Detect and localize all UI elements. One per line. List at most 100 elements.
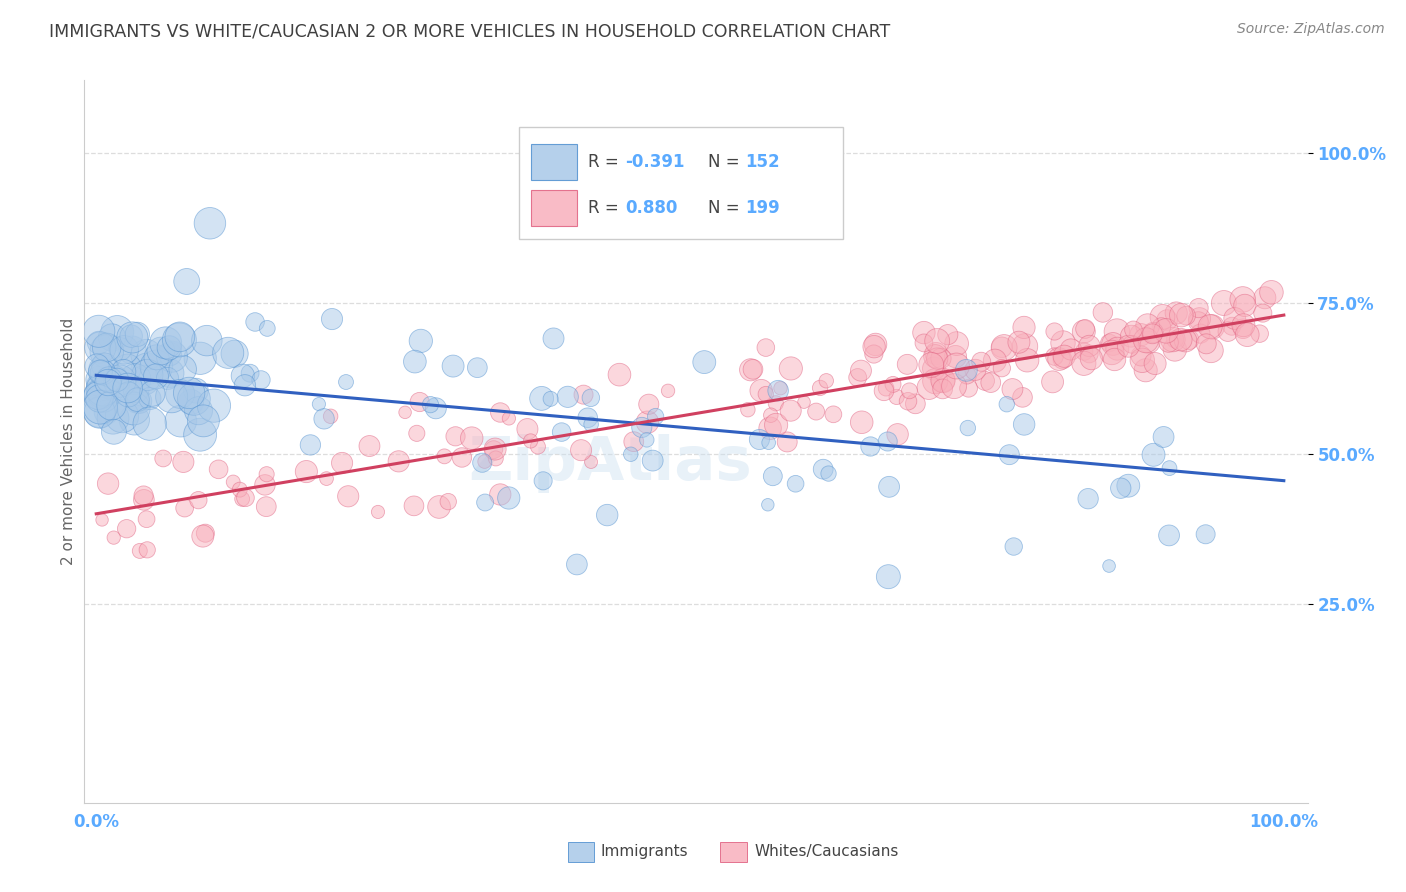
Point — [87, 387, 110, 401]
Point — [295, 465, 318, 479]
Point — [408, 395, 430, 409]
Point — [433, 450, 456, 464]
Point — [530, 392, 553, 406]
Point — [367, 505, 389, 519]
Text: Whites/Caucasians: Whites/Caucasians — [755, 845, 898, 859]
Point — [779, 361, 801, 376]
Point — [91, 385, 114, 400]
Point — [105, 373, 128, 387]
Point — [1137, 335, 1160, 350]
Point — [918, 380, 941, 394]
Point — [156, 371, 179, 385]
Point — [89, 404, 111, 418]
Point — [543, 331, 565, 345]
Point — [579, 391, 602, 405]
Point — [467, 360, 489, 375]
Point — [135, 348, 157, 362]
Point — [112, 365, 135, 379]
Point — [925, 346, 948, 360]
Point — [1216, 325, 1239, 339]
Point — [1175, 309, 1198, 323]
Point — [765, 396, 787, 410]
Point — [1073, 325, 1095, 339]
Point — [758, 435, 780, 450]
Point — [330, 456, 353, 470]
Point — [359, 439, 381, 453]
Point — [108, 342, 131, 356]
Point — [1012, 320, 1035, 334]
Point — [1166, 306, 1188, 320]
Point — [637, 397, 659, 411]
Point — [1053, 349, 1076, 363]
Point — [1199, 319, 1222, 334]
Point — [896, 357, 918, 371]
Text: 0.880: 0.880 — [626, 199, 678, 217]
Point — [1078, 347, 1101, 361]
Point — [484, 442, 506, 456]
Point — [579, 417, 602, 432]
Point — [876, 434, 898, 449]
Point — [693, 355, 716, 369]
Point — [125, 383, 148, 397]
Point — [173, 501, 195, 516]
Point — [1174, 334, 1197, 348]
Point — [1156, 313, 1178, 327]
FancyBboxPatch shape — [531, 144, 578, 180]
Point — [945, 336, 967, 351]
Point — [419, 398, 441, 412]
Point — [1232, 293, 1254, 307]
Text: 152: 152 — [745, 153, 779, 171]
Point — [970, 355, 993, 369]
Point — [170, 414, 193, 428]
Point — [765, 417, 787, 432]
Point — [817, 467, 839, 481]
Point — [755, 387, 778, 401]
FancyBboxPatch shape — [720, 842, 748, 862]
Point — [87, 324, 110, 338]
Point — [482, 442, 505, 457]
Point — [437, 494, 460, 508]
Point — [141, 386, 163, 401]
Point — [172, 362, 194, 376]
Point — [569, 443, 592, 458]
Point — [1001, 382, 1024, 396]
Point — [1002, 540, 1025, 554]
Point — [766, 384, 789, 398]
Y-axis label: 2 or more Vehicles in Household: 2 or more Vehicles in Household — [60, 318, 76, 566]
Point — [1104, 352, 1126, 367]
Point — [873, 384, 896, 398]
Point — [965, 363, 987, 377]
Point — [184, 384, 207, 398]
Point — [1254, 291, 1277, 305]
Point — [335, 375, 357, 389]
Point — [235, 491, 257, 505]
Point — [91, 382, 114, 396]
Point — [620, 447, 643, 461]
Point — [233, 378, 256, 392]
Point — [1170, 308, 1192, 322]
Point — [609, 368, 631, 382]
Point — [1142, 448, 1164, 462]
Point — [1098, 335, 1121, 350]
Point — [124, 372, 146, 386]
Point — [183, 392, 205, 406]
Point — [1135, 333, 1157, 347]
Point — [217, 346, 239, 360]
Text: IMMIGRANTS VS WHITE/CAUCASIAN 2 OR MORE VEHICLES IN HOUSEHOLD CORRELATION CHART: IMMIGRANTS VS WHITE/CAUCASIAN 2 OR MORE … — [49, 22, 890, 40]
Point — [1170, 333, 1192, 347]
Point — [804, 404, 827, 418]
Point — [904, 397, 927, 411]
Point — [1078, 339, 1101, 353]
Point — [630, 420, 652, 434]
Point — [931, 382, 953, 396]
Point — [135, 512, 157, 526]
Point — [207, 462, 229, 476]
Point — [550, 425, 572, 439]
Point — [785, 476, 807, 491]
Point — [936, 327, 959, 342]
Point — [243, 315, 266, 329]
Point — [91, 513, 114, 527]
Point — [980, 376, 1002, 390]
Point — [138, 417, 160, 431]
Point — [932, 373, 955, 387]
